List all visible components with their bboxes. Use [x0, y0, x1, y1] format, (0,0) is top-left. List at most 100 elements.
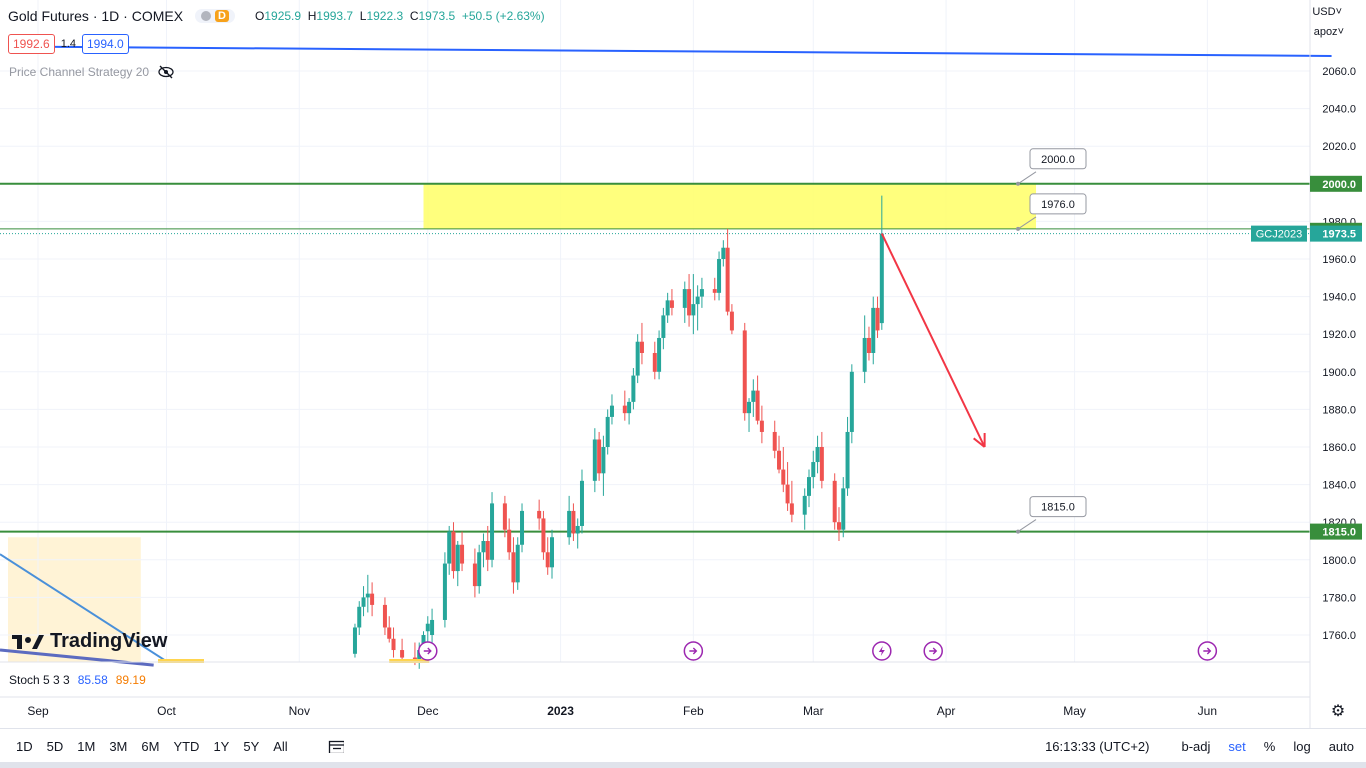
- candle[interactable]: [669, 300, 674, 308]
- candle[interactable]: [742, 330, 747, 414]
- candle[interactable]: [747, 401, 752, 414]
- candle[interactable]: [725, 247, 730, 312]
- timeframe-1d[interactable]: 1D: [16, 738, 33, 754]
- candle[interactable]: [605, 416, 610, 447]
- candle[interactable]: [550, 537, 554, 568]
- log-toggle[interactable]: log: [1293, 738, 1311, 754]
- candle[interactable]: [811, 462, 816, 478]
- candle[interactable]: [417, 650, 422, 662]
- candle[interactable]: [575, 525, 580, 534]
- candle[interactable]: [687, 289, 692, 316]
- candle[interactable]: [789, 503, 794, 515]
- gear-icon[interactable]: ⚙: [1330, 703, 1346, 720]
- strategy-legend[interactable]: Price Channel Strategy 20: [9, 65, 175, 79]
- candle[interactable]: [425, 623, 430, 632]
- badj-toggle[interactable]: b-adj: [1181, 738, 1211, 754]
- candle[interactable]: [515, 544, 520, 583]
- candle[interactable]: [609, 405, 614, 417]
- candle[interactable]: [875, 307, 880, 331]
- callout-box[interactable]: [1029, 193, 1087, 215]
- candle[interactable]: [370, 593, 375, 605]
- set-toggle[interactable]: set: [1228, 738, 1246, 754]
- timeframe-ytd[interactable]: YTD: [173, 738, 200, 754]
- candle[interactable]: [545, 552, 550, 568]
- candle[interactable]: [442, 563, 447, 620]
- candle[interactable]: [631, 375, 636, 402]
- candle[interactable]: [772, 431, 777, 451]
- candle[interactable]: [537, 510, 542, 519]
- candle[interactable]: [511, 552, 516, 583]
- candle[interactable]: [357, 606, 362, 628]
- unit-selector[interactable]: apoz˅: [1313, 26, 1344, 38]
- callout-box[interactable]: [1029, 148, 1087, 170]
- candle[interactable]: [365, 593, 370, 598]
- candle[interactable]: [627, 401, 632, 414]
- timeframe-5d[interactable]: 5D: [46, 738, 64, 754]
- candle[interactable]: [361, 597, 366, 607]
- candle[interactable]: [635, 341, 640, 376]
- candle[interactable]: [862, 337, 867, 372]
- candle[interactable]: [785, 484, 790, 504]
- candle[interactable]: [755, 390, 760, 421]
- candle[interactable]: [639, 341, 644, 353]
- candle[interactable]: [781, 469, 786, 485]
- candle[interactable]: [520, 510, 525, 545]
- candle[interactable]: [819, 447, 824, 481]
- candle[interactable]: [502, 503, 507, 530]
- candle[interactable]: [485, 541, 490, 560]
- candle[interactable]: [699, 289, 704, 297]
- candle[interactable]: [481, 541, 486, 553]
- price-chart[interactable]: 2000.01976.01815.01760.01780.01800.01820…: [0, 0, 1366, 728]
- candle[interactable]: [447, 531, 452, 564]
- timeframe-3m[interactable]: 3M: [109, 738, 128, 754]
- candle[interactable]: [477, 552, 482, 587]
- auto-toggle[interactable]: auto: [1328, 738, 1354, 754]
- candle[interactable]: [695, 296, 700, 305]
- candle[interactable]: [472, 563, 477, 587]
- candle[interactable]: [451, 531, 456, 572]
- candle[interactable]: [661, 315, 666, 338]
- candle[interactable]: [759, 420, 764, 432]
- buy-price-button[interactable]: 1994.0: [82, 34, 129, 54]
- candle[interactable]: [507, 529, 512, 553]
- timeframe-1m[interactable]: 1M: [77, 738, 96, 754]
- eye-off-icon[interactable]: [157, 65, 175, 79]
- timeframe-6m[interactable]: 6M: [141, 738, 160, 754]
- timeframe-1y[interactable]: 1Y: [213, 738, 230, 754]
- candle[interactable]: [712, 289, 717, 293]
- candle[interactable]: [807, 477, 811, 496]
- candle[interactable]: [567, 510, 572, 538]
- callout-box[interactable]: [1029, 496, 1087, 518]
- candle[interactable]: [571, 510, 576, 534]
- candle[interactable]: [879, 233, 884, 324]
- candle[interactable]: [601, 447, 606, 474]
- trend-line[interactable]: [8, 45, 1332, 57]
- candle[interactable]: [682, 289, 687, 308]
- candle[interactable]: [751, 390, 756, 402]
- candle[interactable]: [579, 480, 584, 526]
- candle[interactable]: [832, 480, 837, 523]
- symbol-title[interactable]: Gold Futures · 1D · COMEX: [8, 8, 184, 24]
- stoch-legend[interactable]: Stoch 5 3 3 85.58 89.19: [9, 673, 146, 687]
- candle[interactable]: [597, 439, 602, 474]
- candle[interactable]: [652, 353, 657, 372]
- clock-readout[interactable]: 16:13:33 (UTC+2): [1045, 738, 1150, 754]
- candle[interactable]: [541, 518, 546, 553]
- candle[interactable]: [592, 439, 597, 481]
- calendar-range-icon[interactable]: [328, 739, 344, 753]
- candle[interactable]: [729, 311, 734, 331]
- candle[interactable]: [455, 544, 460, 572]
- candle[interactable]: [841, 488, 846, 530]
- currency-selector[interactable]: USD˅: [1312, 6, 1342, 18]
- candle[interactable]: [352, 627, 357, 654]
- candle[interactable]: [387, 627, 392, 639]
- candle[interactable]: [691, 304, 696, 316]
- candle[interactable]: [400, 650, 405, 658]
- candle[interactable]: [382, 604, 387, 628]
- candle[interactable]: [430, 619, 435, 635]
- candle[interactable]: [721, 247, 726, 259]
- candle[interactable]: [657, 337, 662, 372]
- candle[interactable]: [849, 371, 854, 432]
- candle[interactable]: [490, 503, 495, 560]
- candle[interactable]: [866, 337, 871, 353]
